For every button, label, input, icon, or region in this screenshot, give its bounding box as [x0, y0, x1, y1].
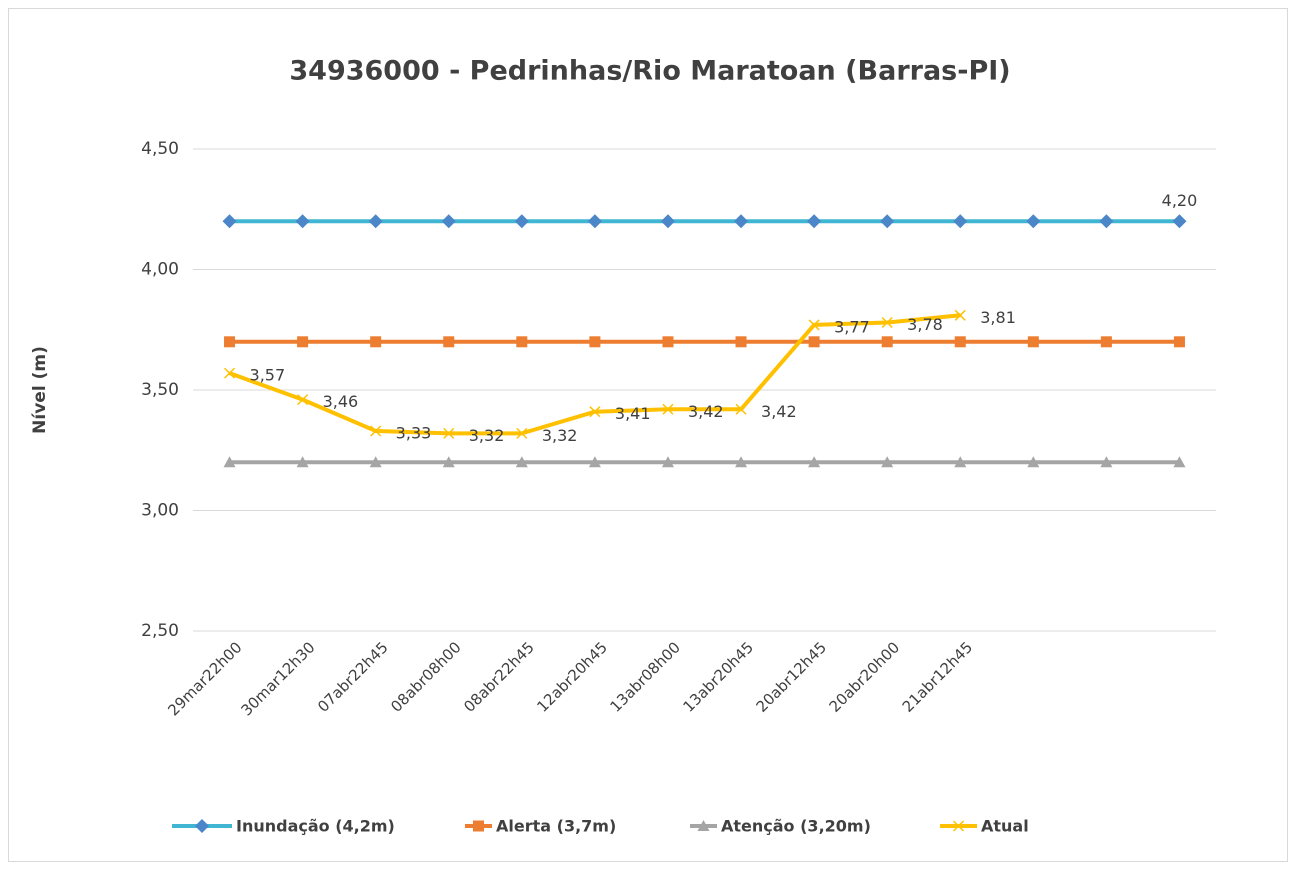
series: 3,57 3,46 3,33 3,32 3,32 3,41 3,42 3,42 3,77 3,78…: [224, 308, 1016, 445]
data-label: 3,33: [396, 423, 432, 442]
marker: [223, 456, 236, 468]
legend-label: Inundação (4,2m): [236, 817, 395, 836]
legend-marker: [697, 820, 710, 831]
legend-label: Atenção (3,20m): [721, 817, 871, 836]
marker: [735, 403, 747, 415]
marker: [587, 214, 602, 229]
marker: [954, 309, 966, 321]
data-label: 3,41: [615, 404, 651, 423]
data-label: 3,78: [907, 315, 943, 334]
marker: [1027, 336, 1039, 348]
marker: [660, 214, 675, 229]
marker: [442, 456, 455, 468]
legend-marker: [195, 819, 209, 833]
marker: [296, 456, 309, 468]
marker: [881, 456, 894, 468]
marker: [589, 336, 601, 348]
marker: [662, 336, 674, 348]
data-label: 3,81: [980, 308, 1016, 327]
marker: [224, 336, 236, 348]
marker: [1173, 336, 1185, 348]
marker: [807, 214, 822, 229]
marker: [1172, 214, 1187, 229]
marker: [224, 367, 236, 379]
marker: [516, 427, 528, 439]
marker: [808, 336, 820, 348]
marker: [735, 336, 747, 348]
chart-title: 34936000 - Pedrinhas/Rio Maratoan (Barra…: [289, 56, 1010, 87]
marker: [661, 456, 674, 468]
marker: [297, 394, 309, 406]
marker: [589, 406, 601, 418]
marker: [1099, 214, 1114, 229]
marker: [881, 336, 893, 348]
y-tick-label: 2,50: [141, 621, 179, 641]
marker: [1100, 336, 1112, 348]
marker: [881, 316, 893, 329]
marker: [1173, 456, 1186, 468]
marker: [1100, 456, 1113, 468]
marker: [515, 456, 528, 468]
marker: [369, 456, 382, 468]
legend-label: Alerta (3,7m): [496, 817, 616, 836]
data-label: 3,32: [542, 426, 578, 445]
marker: [370, 425, 382, 437]
series: [223, 456, 1186, 468]
data-label: 3,57: [250, 366, 286, 385]
marker: [954, 456, 967, 468]
marker: [808, 456, 821, 468]
marker: [880, 214, 895, 229]
marker: [297, 336, 309, 348]
marker: [514, 214, 529, 229]
chart-frame: [8, 8, 1288, 862]
y-tick-label: 3,50: [141, 380, 179, 400]
marker: [443, 336, 455, 348]
data-label: 3,42: [688, 402, 724, 421]
marker: [588, 456, 601, 468]
marker: [662, 403, 674, 415]
marker: [368, 214, 383, 229]
marker: [295, 214, 310, 229]
data-label: 3,46: [323, 392, 359, 411]
marker: [370, 336, 382, 348]
y-axis-label: Nível (m): [30, 346, 50, 434]
marker: [808, 319, 820, 331]
marker: [954, 336, 966, 348]
marker: [735, 456, 748, 468]
data-label: 3,77: [834, 317, 870, 336]
data-label: 3,42: [761, 402, 797, 421]
marker: [441, 214, 456, 229]
y-tick-label: 4,50: [141, 139, 179, 159]
series: [224, 336, 1185, 348]
marker: [443, 427, 455, 439]
marker: [734, 214, 749, 229]
legend-marker: [473, 820, 484, 832]
marker: [953, 214, 968, 229]
legend-label: Atual: [981, 817, 1029, 836]
series: 4,20: [222, 191, 1198, 229]
data-label: 4,20: [1162, 191, 1198, 210]
data-label: 3,32: [469, 426, 505, 445]
marker: [222, 214, 237, 229]
y-tick-label: 3,00: [141, 501, 179, 521]
marker: [1026, 214, 1041, 229]
y-tick-label: 4,00: [141, 260, 179, 280]
marker: [1027, 456, 1040, 468]
legend-marker: [952, 820, 965, 832]
marker: [516, 336, 528, 348]
